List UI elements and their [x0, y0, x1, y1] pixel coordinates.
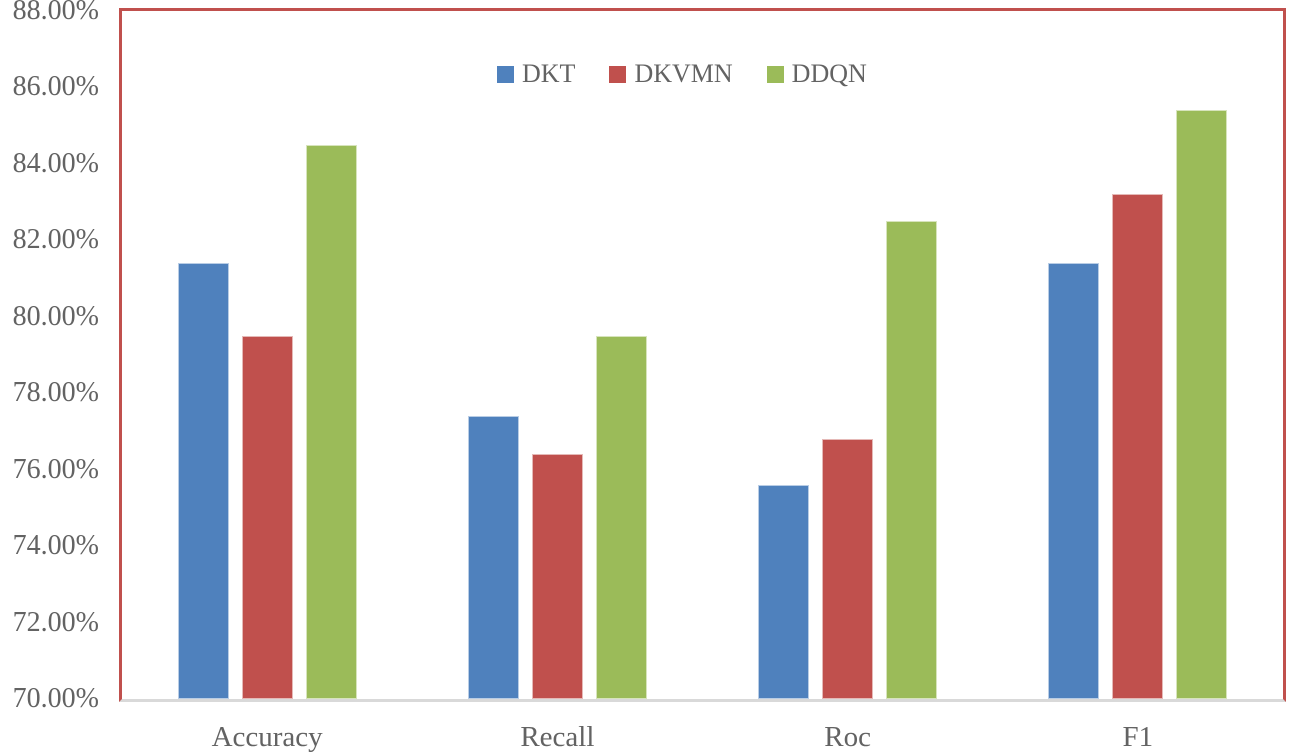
bar-dkvmn-recall: [531, 454, 583, 699]
legend-item-dkt: DKT: [497, 61, 575, 87]
y-axis-tick-label: 82.00%: [12, 224, 99, 256]
y-axis-tick-label: 72.00%: [12, 606, 99, 638]
y-axis-tick-label: 70.00%: [12, 683, 99, 714]
y-axis-tick-label: 74.00%: [12, 530, 99, 562]
x-axis-category-label: Recall: [520, 721, 595, 753]
legend-item-ddqn: DDQN: [766, 59, 867, 88]
y-axis-tick-label: 84.00%: [12, 147, 99, 179]
legend-item-dkvmn: DKVMN: [609, 59, 733, 88]
y-axis-tick-label: 80.00%: [12, 300, 99, 332]
bar-dkt-recall: [467, 416, 519, 699]
bar-dkt-accuracy: [177, 263, 229, 699]
bar-ddqn-f1: [1176, 110, 1228, 699]
x-axis-category-label: Accuracy: [211, 721, 323, 753]
legend-label: DDQN: [791, 59, 867, 88]
bar-dkvmn-roc: [822, 439, 874, 699]
legend-label: DKVMN: [634, 59, 733, 88]
x-axis-category-label: Roc: [824, 721, 871, 753]
y-axis-tick-label: 76.00%: [12, 453, 99, 485]
bar-ddqn-recall: [595, 335, 647, 699]
y-axis-tick-label: 86.00%: [12, 71, 99, 103]
legend-swatch-icon: [766, 65, 784, 83]
legend: DKT DKVMN DDQN: [497, 61, 867, 87]
x-axis-category-label: F1: [1122, 721, 1154, 753]
y-axis-tick-label: 88.00%: [12, 0, 99, 26]
y-axis-tick-label: 78.00%: [12, 377, 99, 409]
legend-swatch-icon: [497, 65, 514, 83]
plot-area-border: [119, 8, 1286, 702]
bar-dkt-roc: [758, 484, 810, 699]
bar-ddqn-roc: [886, 221, 938, 699]
bar-dkt-f1: [1048, 263, 1100, 699]
bar-dkvmn-f1: [1112, 194, 1164, 699]
legend-label: DKT: [522, 59, 576, 88]
bar-ddqn-accuracy: [305, 144, 357, 699]
bar-dkvmn-accuracy: [241, 335, 293, 699]
legend-swatch-icon: [609, 65, 627, 83]
